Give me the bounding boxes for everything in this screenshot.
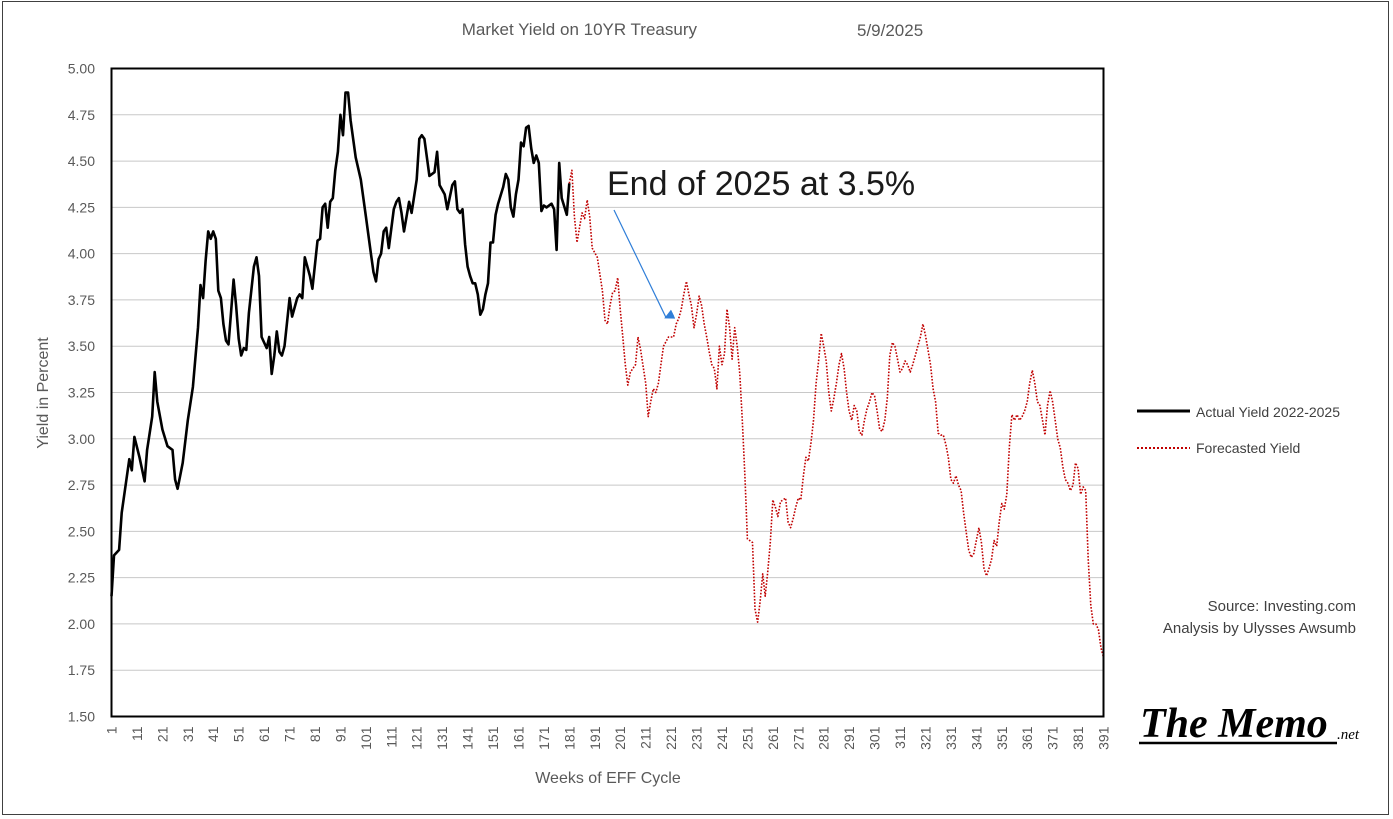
x-tick-label: 331	[943, 726, 959, 750]
x-tick-label: 211	[638, 726, 654, 749]
y-tick-label: 1.75	[68, 662, 95, 678]
y-axis-ticks: 1.50 1.75 2.00 2.25 2.50 2.75 3.00 3.25 3.50 3.75…	[68, 61, 95, 725]
x-tick-label: 121	[409, 726, 425, 750]
x-tick-label: 131	[434, 726, 450, 750]
x-tick-label: 51	[231, 726, 247, 742]
x-tick-label: 151	[485, 726, 501, 750]
y-tick-label: 3.25	[68, 385, 95, 401]
legend-label-forecast: Forecasted Yield	[1196, 440, 1300, 456]
x-tick-label: 291	[841, 726, 857, 750]
x-tick-label: 371	[1045, 726, 1061, 750]
x-tick-label: 251	[739, 726, 755, 750]
plot-area-border	[110, 67, 1105, 718]
x-tick-label: 311	[892, 726, 908, 749]
y-tick-label: 5.00	[68, 61, 95, 77]
x-tick-label: 91	[332, 726, 348, 742]
y-tick-label: 3.75	[68, 292, 95, 308]
x-tick-label: 1	[104, 726, 120, 734]
x-tick-label: 191	[587, 726, 603, 750]
y-tick-label: 4.00	[68, 246, 95, 262]
series-lines	[110, 91, 1105, 658]
source-line-1: Source: Investing.com	[1208, 598, 1356, 615]
chart-date: 5/9/2025	[857, 21, 923, 40]
y-tick-label: 4.25	[68, 199, 95, 215]
x-tick-label: 301	[867, 726, 883, 750]
source-line-2: Analysis by Ulysses Awsumb	[1163, 620, 1356, 637]
x-tick-label: 391	[1096, 726, 1112, 750]
legend: Actual Yield 2022-2025 Forecasted Yield	[1137, 404, 1340, 456]
y-tick-label: 1.50	[68, 709, 95, 725]
x-tick-label: 201	[612, 726, 628, 750]
x-tick-label: 61	[256, 726, 272, 742]
series-line-actual	[110, 91, 571, 597]
y-tick-label: 2.25	[68, 570, 95, 586]
x-tick-label: 31	[180, 726, 196, 742]
x-tick-label: 181	[561, 726, 577, 750]
x-tick-label: 381	[1070, 726, 1086, 750]
x-tick-label: 101	[358, 726, 374, 750]
annotation-arrow	[613, 209, 676, 319]
logo-text: The Memo	[1140, 701, 1328, 747]
y-tick-label: 4.75	[68, 107, 95, 123]
x-tick-label: 341	[968, 726, 984, 750]
x-tick-label: 161	[510, 726, 526, 750]
y-tick-label: 4.50	[68, 153, 95, 169]
y-axis-title: Yield in Percent	[35, 337, 52, 449]
x-tick-label: 21	[154, 726, 170, 742]
chart-title: Market Yield on 10YR Treasury	[462, 20, 698, 39]
x-tick-label: 281	[816, 726, 832, 750]
x-tick-label: 11	[129, 726, 145, 741]
x-tick-label: 361	[1019, 726, 1035, 750]
x-tick-label: 221	[663, 726, 679, 750]
the-memo-logo: The Memo .net	[1139, 701, 1360, 747]
x-tick-label: 71	[282, 726, 298, 742]
legend-label-actual: Actual Yield 2022-2025	[1196, 404, 1340, 420]
gridlines	[111, 114, 1104, 671]
x-tick-label: 271	[790, 726, 806, 750]
y-tick-label: 2.00	[68, 616, 95, 632]
series-line-forecast	[568, 169, 1105, 658]
x-tick-label: 321	[917, 726, 933, 750]
x-tick-label: 351	[994, 726, 1010, 750]
x-tick-label: 81	[307, 726, 323, 742]
logo-suffix: .net	[1337, 727, 1360, 743]
y-tick-label: 2.50	[68, 523, 95, 539]
x-tick-label: 241	[714, 726, 730, 750]
x-axis-title: Weeks of EFF Cycle	[535, 770, 681, 787]
y-tick-label: 3.50	[68, 338, 95, 354]
annotation-label: End of 2025 at 3.5%	[607, 165, 915, 203]
x-tick-label: 111	[383, 726, 399, 747]
y-tick-label: 3.00	[68, 431, 95, 447]
x-tick-label: 261	[765, 726, 781, 750]
x-tick-label: 41	[205, 726, 221, 742]
y-tick-label: 2.75	[68, 477, 95, 493]
x-tick-label: 231	[689, 726, 705, 750]
x-axis-ticks: 1 11 21 31 41 51 61 71 81 91 101 111 121 131 141 151 161…	[104, 726, 1112, 750]
x-tick-label: 141	[460, 726, 476, 750]
x-tick-label: 171	[536, 726, 552, 750]
